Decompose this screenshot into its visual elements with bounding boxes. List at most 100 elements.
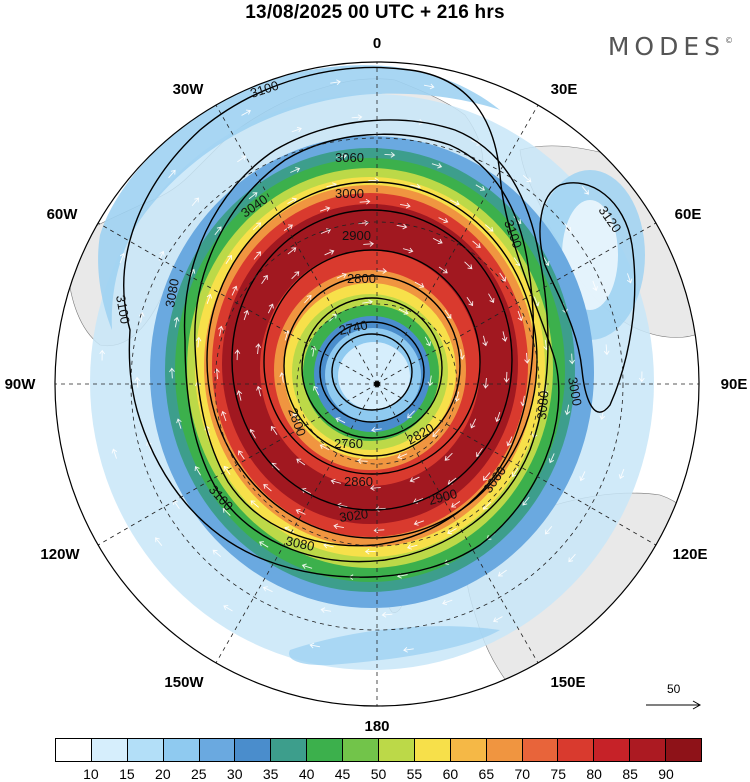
meridian-line [376, 383, 657, 546]
wind-arrow [158, 250, 165, 261]
wind-arrow [407, 410, 415, 419]
wind-arrow [261, 274, 268, 284]
colorbar-cell [271, 739, 308, 761]
copyright-mark: © [725, 36, 733, 45]
wind-arrow [234, 349, 241, 361]
wind-arrow [397, 453, 408, 460]
contour-2740 [331, 333, 413, 411]
lon-label-60e: 60E [675, 206, 702, 223]
contour-2760 [319, 321, 425, 423]
wind-arrow [396, 223, 408, 230]
wind-arrow [191, 197, 200, 207]
latitude-circle [130, 137, 624, 631]
meridian-lines [55, 62, 699, 706]
wind-arrow [295, 508, 306, 515]
wind-arrow [472, 240, 481, 248]
wind-arrow [155, 537, 163, 546]
meridian-line [376, 383, 539, 664]
wind-arrow [351, 114, 363, 121]
wind-arrow [438, 217, 449, 224]
colorbar-cell [343, 739, 380, 761]
lon-label-30e: 30E [551, 81, 578, 98]
wind-arrow [449, 199, 460, 206]
wind-arrow [168, 169, 176, 179]
wind-arrow [176, 418, 182, 429]
wind-arrow [252, 222, 262, 231]
wind-arrow [301, 563, 313, 569]
lon-label-90e: 90E [721, 376, 748, 393]
wind-arrow [464, 261, 473, 270]
wind-arrow [231, 285, 238, 296]
wind-arrow [470, 418, 477, 429]
wind-arrow [414, 281, 425, 288]
wind-arrow [427, 375, 434, 387]
wind-arrow [222, 507, 231, 516]
wind-arrow [304, 294, 312, 304]
wind-arrow [111, 448, 118, 459]
contour-label: 2900 [342, 228, 371, 243]
colorbar-cell [127, 739, 164, 761]
wind-arrow [287, 247, 297, 255]
wind-arrow [99, 349, 106, 361]
meridian-line [376, 222, 657, 385]
wind-arrow [444, 452, 453, 461]
wind-arrow [432, 238, 443, 245]
wind-arrow [564, 404, 571, 416]
contour-3060 [194, 133, 535, 547]
colorbar-tick-label: 55 [406, 766, 423, 782]
meridian-line [97, 222, 378, 385]
colorbar-cell [522, 739, 559, 761]
brand-text: MODES [607, 32, 725, 61]
wind-arrow [548, 453, 555, 464]
contour-label: 3080 [162, 277, 182, 308]
wind-arrow [313, 385, 320, 396]
wind-arrow [237, 155, 247, 163]
arrow-right-icon [646, 700, 702, 710]
wind-arrow [423, 83, 435, 90]
wind-arrow [511, 120, 521, 127]
colorbar-tick-label: 50 [370, 766, 387, 782]
wind-arrow [501, 331, 508, 342]
map-title: 13/08/2025 00 UTC + 216 hrs [245, 2, 505, 23]
wind-arrow [454, 391, 460, 403]
wind-arrow [291, 271, 300, 280]
wind-arrow [225, 254, 233, 265]
wind-arrow [638, 371, 645, 383]
wind-arrow [253, 251, 262, 260]
colorbar-tick-label: 25 [190, 766, 207, 782]
wind-arrow [324, 249, 335, 256]
wind-arrow [542, 256, 550, 266]
colorbar-tick-label: 85 [622, 766, 638, 782]
colorbar-cell [163, 739, 200, 761]
wind-arrow [169, 367, 175, 379]
colorbar-tick-label: 70 [514, 766, 531, 782]
wind-arrow [301, 487, 312, 494]
contour-2800 [301, 297, 443, 439]
wind-arrow [223, 465, 231, 475]
contour-label: 3100 [113, 294, 133, 325]
contour-3080 [183, 119, 549, 563]
wind-arrow [250, 500, 259, 508]
polar-stereographic-map: 3100 3080 3060 3040 3000 2900 2800 2740 … [5, 35, 748, 735]
wind-arrow [369, 485, 381, 491]
wind-arrow [579, 471, 586, 482]
lon-label-150w: 150W [164, 674, 204, 691]
lon-label-180: 180 [364, 718, 389, 735]
wind-arrow [409, 476, 420, 483]
colorbar-tick-label: 20 [155, 766, 171, 782]
graticule [55, 62, 699, 706]
wind-arrow [424, 336, 431, 347]
contour-label: 2800 [347, 271, 376, 286]
wind-arrow [363, 241, 375, 247]
wind-arrow [267, 303, 274, 314]
wind-arrow [290, 167, 301, 173]
wind-arrow [458, 349, 465, 360]
wind-arrow [241, 109, 251, 116]
colorbar-cell [666, 739, 702, 761]
wind-arrow [263, 484, 272, 492]
wind-arrow [522, 496, 530, 506]
wind-arrow [431, 163, 443, 169]
wind-arrow [482, 377, 489, 389]
wind-arrow [618, 468, 625, 480]
wind-arrow [447, 528, 457, 535]
